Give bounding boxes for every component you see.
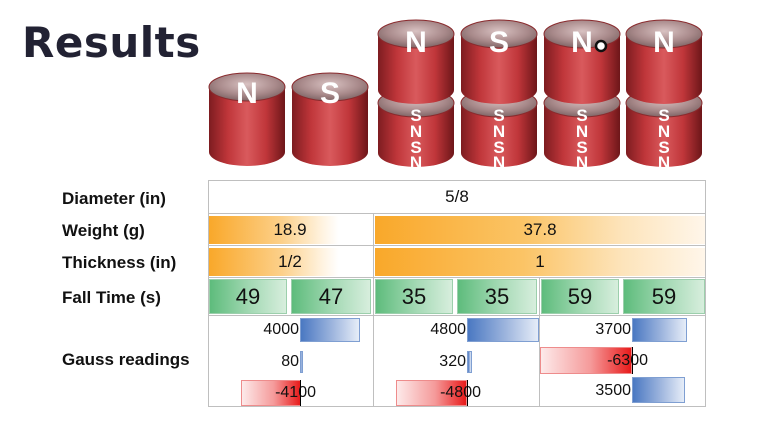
magnet-pole-label: N: [576, 153, 588, 172]
gauss-bar: [540, 347, 632, 374]
gauss-value: -4100: [275, 384, 316, 401]
weight-value-large: 37.8: [375, 216, 705, 244]
fall-time-3: 35: [375, 279, 453, 314]
marker-dot: [594, 39, 608, 53]
magnet-1: N: [208, 70, 286, 170]
diameter-value: 5/8: [445, 187, 469, 206]
fall-time-5: 59: [541, 279, 619, 314]
magnet-pole-label: S: [576, 138, 587, 157]
magnet-pole-label: N: [405, 26, 427, 59]
weight-value-small: 18.9: [209, 216, 371, 244]
gauss-bar: [300, 318, 360, 342]
page-title: Results: [22, 18, 201, 67]
results-table: [208, 180, 706, 407]
gauss-bar: [396, 380, 467, 406]
magnet-pole-label: S: [489, 26, 509, 59]
gauss-value: -4800: [440, 384, 481, 401]
gauss-bar: [467, 351, 472, 373]
magnet-pole-label: S: [493, 106, 504, 125]
gauss-bar: [467, 318, 539, 342]
gauss-value: 4800: [430, 321, 466, 338]
fall-time-label: Fall Time (s): [62, 288, 161, 307]
gauss-bar: [632, 377, 685, 403]
magnet-pole-label: S: [658, 106, 669, 125]
gauss-value: -6300: [607, 352, 648, 369]
fall-time-6: 59: [623, 279, 705, 314]
gauss-bar: [300, 351, 303, 373]
magnet-pole-label: N: [653, 26, 675, 59]
magnet-pole-label: S: [658, 138, 669, 157]
fall-time-2: 47: [291, 279, 371, 314]
magnet-pole-label: N: [236, 77, 258, 110]
magnet-pole-label: N: [493, 153, 505, 172]
gauss-value: 80: [281, 353, 299, 370]
thickness-label: Thickness (in): [62, 253, 177, 272]
magnet-pole-label: S: [410, 106, 421, 125]
magnet-pole-label: N: [658, 122, 670, 141]
fall-time-4: 35: [457, 279, 537, 314]
magnet-pole-label: N: [576, 122, 588, 141]
gauss-value: 3500: [595, 382, 631, 399]
gauss-bar: [241, 380, 301, 406]
magnet-pole-label: S: [410, 138, 421, 157]
diameter-label: Diameter (in): [62, 189, 166, 208]
magnet-pole-label: N: [658, 153, 670, 172]
fall-time-1: 49: [209, 279, 287, 314]
thickness-value-small: 1/2: [209, 248, 371, 276]
magnet-pole-label: N: [571, 26, 593, 59]
magnet-pole-label: N: [410, 153, 422, 172]
magnet-pole-label: S: [493, 138, 504, 157]
gauss-value: 4000: [263, 321, 299, 338]
gauss-value: 3700: [595, 321, 631, 338]
magnet-2: S: [291, 70, 369, 170]
magnet-pole-label: S: [576, 106, 587, 125]
magnet-pole-label: N: [493, 122, 505, 141]
gauss-bar: [632, 318, 687, 342]
weight-label: Weight (g): [62, 221, 145, 240]
gauss-label: Gauss readings: [62, 350, 190, 369]
thickness-value-large: 1: [375, 248, 705, 276]
magnet-pole-label: S: [320, 77, 340, 110]
gauss-value: 320: [439, 353, 466, 370]
magnet-pole-label: N: [410, 122, 422, 141]
